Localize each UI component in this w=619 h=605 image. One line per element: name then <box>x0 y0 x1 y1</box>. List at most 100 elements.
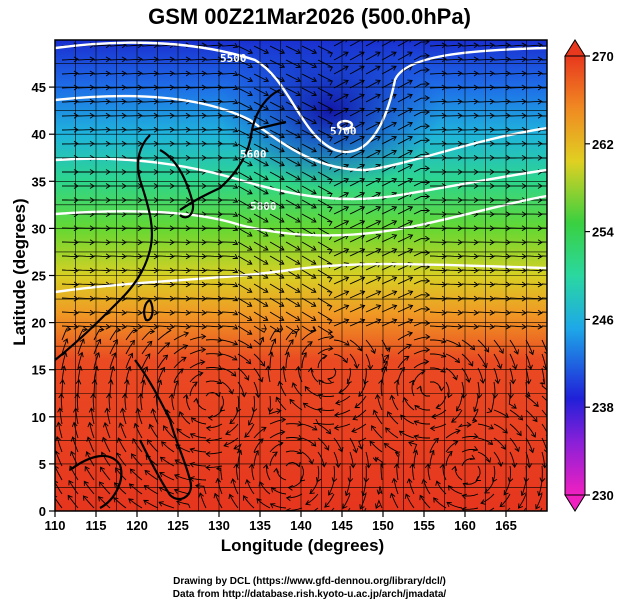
streamline-segment <box>160 456 175 467</box>
streamline-segment <box>55 465 63 481</box>
streamline-segment <box>141 255 159 257</box>
streamline-arrowhead <box>268 351 274 357</box>
streamline-arrowhead <box>453 440 459 446</box>
streamline-segment <box>525 423 536 438</box>
streamline-arrowhead <box>247 189 253 195</box>
streamline-arrowhead <box>391 121 397 127</box>
streamline-segment <box>269 395 271 413</box>
streamline-arrowhead <box>232 310 239 316</box>
streamline-segment <box>190 448 207 453</box>
streamline-segment <box>525 297 543 300</box>
streamline-arrowhead <box>201 56 207 63</box>
streamline-arrowhead <box>163 425 169 431</box>
streamline-segment <box>253 450 259 467</box>
streamline-segment <box>541 59 547 61</box>
streamline-arrowhead <box>497 363 503 370</box>
streamline-arrowhead <box>424 95 430 101</box>
streamline-arrowhead <box>441 42 447 49</box>
contour-5700 <box>55 157 547 201</box>
streamline-arrowhead <box>189 447 196 454</box>
streamline-segment <box>429 283 447 286</box>
streamline-segment <box>317 437 329 451</box>
streamline-segment <box>525 311 543 314</box>
streamline-segment <box>269 171 285 181</box>
grid <box>54 39 548 512</box>
streamline-arrowhead <box>294 287 301 293</box>
streamline-segment <box>333 94 349 103</box>
streamline-arrowhead <box>457 323 463 330</box>
streamline-arrowhead <box>351 427 357 434</box>
streamline-segment <box>365 353 371 370</box>
streamline-segment <box>93 297 111 300</box>
streamline-segment <box>349 108 365 117</box>
streamline-segment <box>461 381 465 398</box>
streamline-arrowhead <box>247 343 253 349</box>
streamline-segment <box>369 441 383 453</box>
streamline-segment <box>365 80 381 89</box>
streamline-segment <box>509 86 527 89</box>
streamline-segment <box>541 451 546 468</box>
taiwan-coast <box>143 298 154 322</box>
streamline-arrowhead <box>232 239 239 245</box>
streamline-arrowhead <box>469 454 476 461</box>
streamline-segment <box>477 451 491 463</box>
streamline-segment <box>346 367 351 384</box>
streamline-segment <box>333 234 349 243</box>
streamline-arrowhead <box>200 359 206 366</box>
streamline-segment <box>391 395 399 411</box>
streamline-arrowhead <box>375 135 381 141</box>
streamline-segment <box>301 115 317 124</box>
streamline-arrowhead <box>87 421 94 428</box>
streamline-segment <box>141 341 153 355</box>
streamline-arrowhead <box>367 364 374 371</box>
streamline-arrowhead <box>85 451 91 457</box>
streamline-segment <box>376 394 383 411</box>
streamline-segment <box>217 478 223 495</box>
streamline-arrowhead <box>89 309 95 316</box>
colorbar-upper-arrow <box>564 39 586 57</box>
streamline-arrowhead <box>513 349 519 355</box>
streamline-segment <box>141 58 159 61</box>
streamline-segment <box>359 493 367 510</box>
streamline-arrowhead <box>327 108 333 114</box>
streamline-arrowhead <box>100 466 105 472</box>
streamline-arrowhead <box>201 333 207 340</box>
streamline-segment <box>125 72 143 75</box>
japan-coast <box>179 88 287 211</box>
streamline-segment <box>221 115 238 118</box>
streamline-segment <box>509 44 527 47</box>
streamline-segment <box>253 73 269 82</box>
streamline-segment <box>365 220 381 229</box>
streamline-segment <box>397 178 413 187</box>
streamline-segment <box>445 339 461 347</box>
streamline-segment <box>477 311 495 314</box>
streamline-arrowhead <box>323 515 328 519</box>
streamline-arrowhead <box>521 323 527 330</box>
streamline-segment <box>109 101 127 103</box>
streamline-segment <box>237 143 253 152</box>
streamline-segment <box>349 40 362 47</box>
streamline-arrowhead <box>424 249 431 256</box>
streamline-arrowhead <box>440 367 446 373</box>
streamline-arrowhead <box>181 356 187 362</box>
streamline-segment <box>93 329 104 341</box>
streamline-arrowhead <box>385 427 391 433</box>
streamline-segment <box>301 283 317 293</box>
streamline-segment <box>269 255 285 265</box>
streamline-segment <box>509 269 527 272</box>
streamline-arrowhead <box>56 421 62 427</box>
streamline-arrowhead <box>232 225 239 231</box>
streamline-arrowhead <box>304 385 310 392</box>
streamline-segment <box>397 122 413 131</box>
streamline-segment <box>222 185 238 189</box>
streamline-segment <box>270 503 287 509</box>
streamline-arrowhead <box>263 119 269 125</box>
streamline-segment <box>525 58 543 61</box>
streamline-segment <box>285 73 301 82</box>
streamline-arrowhead <box>537 98 543 105</box>
streamline-arrowhead <box>450 417 457 423</box>
streamline-segment <box>493 86 511 89</box>
streamline-arrowhead <box>407 149 413 156</box>
streamline-arrowhead <box>148 423 154 430</box>
streamline-arrowhead <box>424 235 431 242</box>
